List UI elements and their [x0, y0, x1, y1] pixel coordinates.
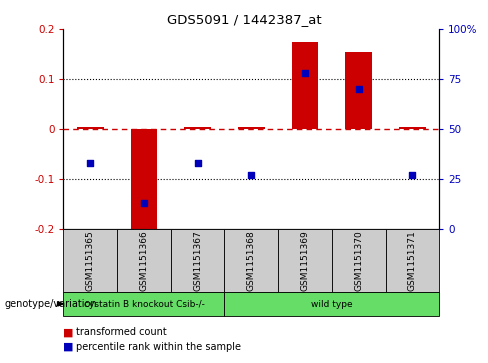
Point [140, 200, 148, 205]
Point [301, 70, 309, 76]
Bar [399, 127, 426, 129]
Text: GSM1151370: GSM1151370 [354, 230, 363, 291]
Polygon shape [58, 302, 63, 306]
Bar [278, 229, 332, 292]
Text: GSM1151365: GSM1151365 [86, 230, 95, 291]
Text: GSM1151367: GSM1151367 [193, 230, 202, 291]
Bar [238, 127, 264, 129]
Text: ■: ■ [63, 327, 74, 337]
Text: GSM1151368: GSM1151368 [247, 230, 256, 291]
Text: ■: ■ [63, 342, 74, 352]
Bar [184, 127, 211, 129]
Point [194, 160, 202, 166]
Point [408, 172, 416, 178]
Bar [224, 229, 278, 292]
Text: cystatin B knockout Csib-/-: cystatin B knockout Csib-/- [83, 299, 204, 309]
Text: GDS5091 / 1442387_at: GDS5091 / 1442387_at [167, 13, 321, 26]
Bar [171, 229, 224, 292]
Bar [292, 41, 318, 129]
Text: percentile rank within the sample: percentile rank within the sample [76, 342, 241, 352]
Text: wild type: wild type [311, 299, 353, 309]
Text: transformed count: transformed count [76, 327, 166, 337]
Point [355, 86, 363, 92]
Point [247, 172, 255, 178]
Bar [346, 52, 372, 129]
Bar [77, 127, 103, 129]
Bar [63, 229, 117, 292]
Bar [332, 229, 386, 292]
Text: genotype/variation: genotype/variation [5, 299, 98, 309]
Bar [386, 229, 439, 292]
Bar [117, 229, 171, 292]
Point [86, 160, 94, 166]
Bar [63, 292, 224, 316]
Bar [224, 292, 439, 316]
Bar [131, 129, 157, 231]
Text: GSM1151366: GSM1151366 [140, 230, 148, 291]
Text: GSM1151369: GSM1151369 [301, 230, 309, 291]
Text: GSM1151371: GSM1151371 [408, 230, 417, 291]
